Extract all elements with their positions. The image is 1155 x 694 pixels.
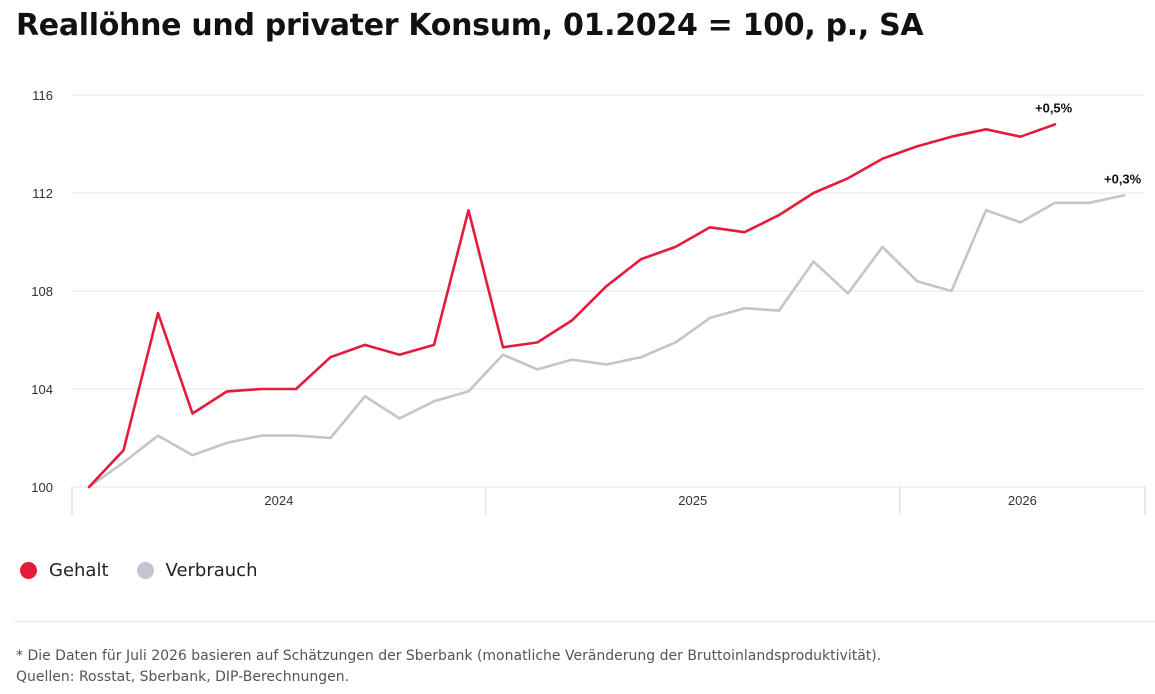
y-tick-label-104: 104 bbox=[31, 382, 53, 397]
legend-label-verbrauch: Verbrauch bbox=[165, 560, 258, 581]
x-tick-label-2025: 2025 bbox=[678, 493, 707, 508]
x-tick-label-2024: 2024 bbox=[264, 493, 293, 508]
label-layer: +0,3% +0,5% bbox=[1035, 100, 1142, 186]
y-tick-label-112: 112 bbox=[32, 186, 53, 201]
legend-item-verbrauch[interactable]: Verbrauch bbox=[136, 560, 258, 581]
line-chart: 100 104 108 112 116 2024 2025 2026 +0,3% +0,5% bbox=[31, 88, 1146, 515]
y-tick-label-100: 100 bbox=[31, 480, 53, 495]
legend-label-gehalt: Gehalt bbox=[49, 560, 109, 581]
legend-swatch-gehalt bbox=[20, 562, 37, 579]
end-label-verbrauch: +0,3% bbox=[1104, 171, 1142, 186]
grid-layer bbox=[71, 94, 1146, 515]
chart-notes: * Die Daten für Juli 2026 basieren auf S… bbox=[16, 646, 881, 688]
end-label-gehalt: +0,5% bbox=[1035, 100, 1073, 115]
series-layer bbox=[87, 123, 1126, 489]
chart-title: Reallöhne und privater Konsum, 01.2024 =… bbox=[16, 8, 924, 43]
x-tick-label-2026: 2026 bbox=[1008, 493, 1037, 508]
legend-item-gehalt[interactable]: Gehalt bbox=[20, 560, 109, 581]
y-tick-label-116: 116 bbox=[32, 88, 53, 103]
legend-swatch-verbrauch bbox=[136, 562, 154, 579]
y-tick-label-108: 108 bbox=[31, 284, 53, 299]
series-line-verbrauch bbox=[87, 194, 1126, 489]
footer-divider bbox=[14, 621, 1155, 622]
series-line-gehalt bbox=[87, 123, 1057, 489]
axis-layer: 100 104 108 112 116 2024 2025 2026 bbox=[31, 88, 1037, 508]
footnote: * Die Daten für Juli 2026 basieren auf S… bbox=[16, 648, 882, 664]
sources: Quellen: Rosstat, Sberbank, DIP-Berechnu… bbox=[16, 669, 350, 685]
chart-legend: Gehalt Verbrauch bbox=[20, 560, 286, 581]
